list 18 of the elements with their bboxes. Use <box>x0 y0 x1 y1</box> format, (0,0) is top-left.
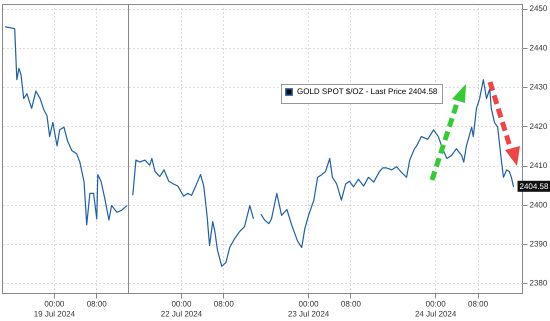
y-tick-label: 2420 <box>530 122 548 131</box>
x-tick-label: 08:00 <box>86 300 108 308</box>
x-tick-label: 08:00 <box>340 300 362 308</box>
y-tick-label: 2410 <box>530 161 548 170</box>
y-tick-label: 2400 <box>530 200 548 210</box>
x-tick-label: 08:00 <box>214 300 234 308</box>
x-tick-label: 08:00 <box>468 300 489 308</box>
annotation: 2404.58 <box>520 182 549 191</box>
x-tick-label: 00:00 19 Jul 2024 <box>34 300 76 318</box>
y-tick-label: 2440 <box>530 43 548 52</box>
y-tick-label: 2430 <box>530 82 548 92</box>
y-tick-label: 2380 <box>530 278 548 288</box>
x-tick-label: 00:00 23 Jul 2024 <box>288 300 330 318</box>
y-tick-label: 2450 <box>530 4 548 14</box>
x-tick-label: 00:00 22 Jul 2024 <box>160 300 203 318</box>
y-tick-label: 2390 <box>530 239 548 248</box>
x-tick-label: 00:00 24 Jul 2024 <box>414 300 457 318</box>
legend-label: GOLD SPOT $/OZ - Last Price 2404.58 <box>297 87 438 96</box>
